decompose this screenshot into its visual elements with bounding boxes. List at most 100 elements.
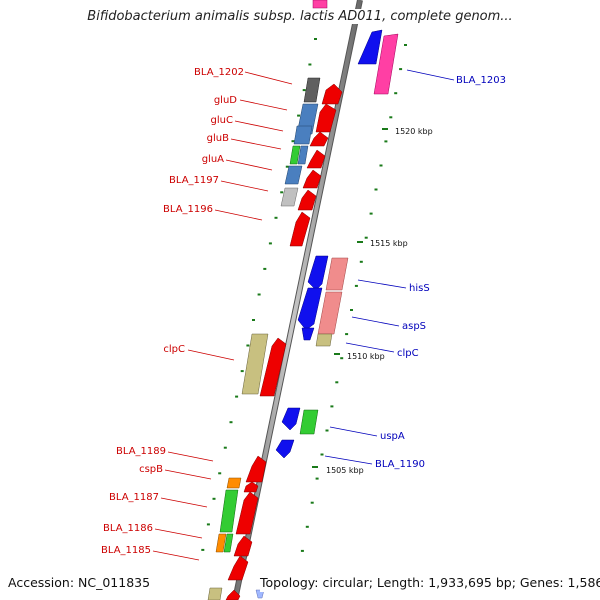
- label-cspb[interactable]: cspB: [139, 464, 163, 475]
- track-tick: [229, 421, 233, 424]
- gene-arrow-blue-asps[interactable]: [297, 287, 323, 331]
- gene-block-green-glub[interactable]: [289, 145, 301, 165]
- track-tick: [212, 497, 216, 500]
- label-glud[interactable]: gluD: [214, 95, 237, 106]
- gene-block-partial-pink[interactable]: [312, 0, 328, 9]
- label-glub[interactable]: gluB: [207, 133, 229, 144]
- track-tick: [369, 212, 373, 215]
- gene-block-khaki-clpc-right[interactable]: [315, 333, 333, 347]
- label-bla-1197[interactable]: BLA_1197: [169, 175, 219, 186]
- gene-arrow-blue-uspa[interactable]: [281, 407, 301, 431]
- leader-glud: [239, 99, 288, 111]
- leader-glub: [230, 138, 282, 150]
- topology-text: Topology: circular; Length: 1,933,695 bp…: [260, 574, 600, 592]
- track-tick: [364, 236, 368, 239]
- right-gene-labels: BLA_1203 hisS aspS clpC uspA BLA_1190: [324, 69, 506, 470]
- gene-block-orange-bla-1186[interactable]: [215, 533, 227, 553]
- track-tick: [320, 453, 324, 456]
- scale-labels: 1520 kbp 1515 kbp 1510 kbp 1505 kbp: [312, 127, 433, 475]
- label-asps[interactable]: aspS: [402, 321, 426, 332]
- gene-block-steelblue-glub[interactable]: [297, 145, 309, 165]
- gene-arrow-blue-bla-1190[interactable]: [275, 439, 295, 459]
- gene-block-green-bla-1187[interactable]: [219, 489, 239, 533]
- track-tick: [310, 501, 314, 504]
- gene-block-pink-bla-1203[interactable]: [373, 33, 399, 95]
- label-gluc[interactable]: gluC: [211, 115, 233, 126]
- label-bla-1203[interactable]: BLA_1203: [456, 75, 506, 86]
- track-tick: [201, 548, 205, 551]
- track-tick: [257, 293, 261, 296]
- track-tick: [350, 309, 353, 311]
- gene-arrow-red-bla-1197[interactable]: [297, 189, 317, 211]
- label-hiss[interactable]: hisS: [409, 283, 430, 294]
- gene-block-silver-bla-1197[interactable]: [280, 187, 299, 207]
- track-tick: [300, 549, 304, 552]
- gene-arrow-red-bla-1186[interactable]: [233, 535, 253, 557]
- gene-arrow-red-bottom[interactable]: [225, 589, 241, 600]
- leader-bla-1187: [160, 497, 208, 508]
- label-bla-1202[interactable]: BLA_1202: [194, 67, 244, 78]
- label-bla-1190[interactable]: BLA_1190: [375, 459, 425, 470]
- leader-bla-1203-blue: [373, 59, 377, 63]
- gene-arrow-blue-hiss[interactable]: [307, 255, 329, 291]
- label-clpc-left[interactable]: clpC: [163, 344, 185, 355]
- scale-label-1515: 1515 kbp: [370, 239, 408, 248]
- leader-bla-1185: [152, 550, 200, 561]
- track-tick: [302, 89, 306, 92]
- gene-arrow-blue-small[interactable]: [301, 327, 315, 341]
- gene-arrow-red-cspb[interactable]: [243, 481, 259, 493]
- gene-arrow-red-bla-1187[interactable]: [235, 491, 259, 535]
- leader-cspb: [164, 469, 212, 480]
- track-tick: [308, 63, 312, 66]
- track-tick: [252, 319, 255, 321]
- gene-block-khaki-bottom[interactable]: [207, 587, 223, 600]
- map-title: Bifidobacterium animalis subsp. lactis A…: [0, 9, 600, 24]
- track-tick: [240, 370, 244, 373]
- label-clpc-right[interactable]: clpC: [397, 348, 419, 359]
- gene-block-steelblue-gluc[interactable]: [293, 125, 313, 145]
- label-bla-1189[interactable]: BLA_1189: [116, 446, 166, 457]
- gene-block-salmon-asps[interactable]: [317, 291, 343, 335]
- gene-arrow-red-gluc[interactable]: [309, 131, 329, 147]
- leader-bla-1196: [214, 209, 263, 221]
- gene-block-green-uspa[interactable]: [299, 409, 319, 435]
- gene-arrow-red-bla-1189[interactable]: [245, 455, 267, 483]
- gene-arrow-red-bla-1202[interactable]: [321, 83, 343, 105]
- label-bla-1196[interactable]: BLA_1196: [163, 204, 213, 215]
- scale-label-1510: 1510 kbp: [347, 352, 385, 361]
- gene-block-gray-bla-1202[interactable]: [303, 77, 321, 103]
- label-bla-1185[interactable]: BLA_1185: [101, 545, 151, 556]
- track-tick: [315, 477, 319, 480]
- leader-glua: [225, 159, 273, 171]
- leader-bla-1186: [154, 528, 203, 539]
- track-tick: [314, 38, 317, 40]
- tick-track-left: [201, 38, 317, 551]
- gene-block-green-bla-1186[interactable]: [223, 533, 234, 553]
- gene-arrow-red-glua[interactable]: [302, 169, 322, 189]
- track-tick: [384, 140, 388, 143]
- label-bla-1187[interactable]: BLA_1187: [109, 492, 159, 503]
- label-uspa[interactable]: uspA: [380, 431, 405, 442]
- track-tick: [285, 165, 289, 168]
- gene-block-khaki-clpc[interactable]: [241, 333, 269, 395]
- accession-text: Accession: NC_011835: [8, 574, 151, 592]
- gene-arrow-red-bla-1196[interactable]: [289, 211, 311, 247]
- leader-bla-1203: [406, 69, 455, 81]
- gene-arrow-red-clpc[interactable]: [259, 337, 287, 397]
- leader-bla-1190: [324, 455, 373, 465]
- gene-block-orange-cspb[interactable]: [226, 477, 242, 489]
- gene-block-salmon-hiss[interactable]: [325, 257, 349, 291]
- gene-arrow-red-bla-1185[interactable]: [227, 555, 249, 581]
- track-tick: [335, 381, 339, 384]
- label-glua[interactable]: gluA: [202, 154, 224, 165]
- track-tick: [280, 191, 284, 194]
- gene-features: [207, 0, 399, 600]
- gene-arrow-red-glub[interactable]: [306, 149, 326, 169]
- scale-label-1520: 1520 kbp: [395, 127, 433, 136]
- label-bla-1186[interactable]: BLA_1186: [103, 523, 153, 534]
- gene-block-steelblue-glua[interactable]: [284, 165, 303, 185]
- gene-arrow-red-glud[interactable]: [315, 103, 337, 133]
- gene-arrow-blue[interactable]: [357, 29, 383, 65]
